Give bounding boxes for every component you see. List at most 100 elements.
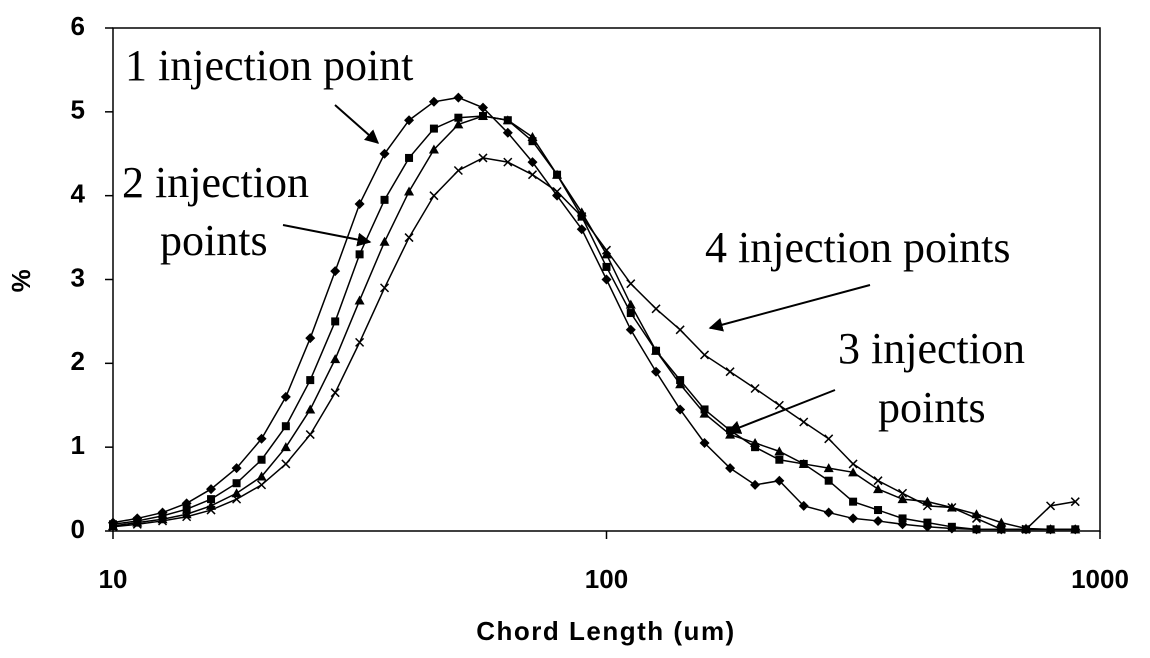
annotation-arrows	[282, 104, 871, 434]
point	[675, 325, 685, 335]
point	[923, 518, 932, 527]
point	[355, 337, 365, 347]
point	[132, 519, 142, 529]
point	[256, 471, 267, 481]
point	[354, 199, 365, 210]
point	[404, 233, 414, 243]
point	[453, 119, 464, 129]
point	[651, 304, 661, 314]
point	[281, 422, 290, 431]
point	[626, 309, 635, 318]
point	[625, 324, 636, 335]
y-tick-label: 0	[71, 514, 85, 544]
point	[552, 169, 563, 179]
point	[206, 484, 217, 495]
point	[898, 488, 908, 498]
point	[503, 157, 513, 167]
point	[699, 408, 710, 418]
point	[823, 507, 834, 518]
arrow	[726, 389, 836, 434]
point	[405, 153, 414, 162]
point	[232, 494, 242, 504]
annotation: 2 injection	[122, 158, 309, 207]
point	[280, 442, 291, 452]
x-tick-label: 1000	[1071, 564, 1129, 594]
point	[750, 479, 761, 490]
point	[380, 283, 390, 293]
point	[380, 195, 389, 204]
point	[502, 115, 513, 125]
point	[306, 376, 315, 385]
point	[528, 137, 537, 146]
point	[330, 388, 340, 398]
point	[750, 437, 761, 447]
point	[207, 495, 216, 504]
point	[577, 212, 587, 222]
point	[775, 455, 784, 464]
annotation: points	[878, 383, 986, 432]
y-tick-label: 4	[71, 179, 86, 209]
point	[774, 446, 785, 456]
point	[972, 525, 981, 534]
point	[625, 299, 636, 309]
series-line	[112, 115, 1076, 531]
point	[404, 186, 415, 196]
point	[1045, 524, 1056, 534]
point	[478, 153, 488, 163]
point	[206, 505, 216, 515]
point	[873, 476, 883, 486]
point	[898, 514, 907, 523]
x-tick-label: 100	[585, 564, 628, 594]
arrow	[708, 284, 871, 332]
point	[281, 459, 291, 469]
point	[182, 512, 192, 522]
point	[725, 429, 736, 439]
point	[257, 455, 266, 464]
arrow	[282, 224, 372, 247]
point	[453, 165, 463, 176]
point	[699, 437, 710, 448]
x-tick-label: 10	[99, 564, 128, 594]
point	[527, 170, 538, 180]
annotation: 1 injection point	[125, 41, 413, 90]
point	[751, 443, 760, 452]
y-tick-label: 5	[71, 95, 85, 125]
point	[108, 520, 118, 530]
point	[996, 517, 1007, 527]
point	[996, 524, 1006, 534]
point	[257, 480, 267, 490]
point	[355, 250, 364, 259]
point	[305, 333, 316, 344]
point	[601, 274, 612, 285]
annotation: points	[160, 216, 268, 265]
point	[527, 131, 538, 141]
point	[675, 379, 686, 389]
y-tick-label: 1	[71, 430, 85, 460]
y-tick-label: 2	[71, 346, 85, 376]
point	[232, 479, 241, 488]
point	[429, 124, 438, 133]
point	[502, 127, 513, 138]
point	[848, 467, 859, 477]
series-line	[112, 96, 1076, 531]
point	[725, 463, 736, 474]
point	[1046, 501, 1056, 511]
point	[1070, 497, 1080, 507]
point	[280, 391, 291, 402]
point	[182, 505, 191, 514]
annotation: 3 injection	[838, 324, 1025, 373]
point	[428, 144, 439, 154]
point	[330, 266, 341, 277]
point	[874, 506, 883, 515]
point	[798, 500, 809, 511]
point	[256, 433, 267, 444]
point	[453, 92, 464, 103]
point	[725, 367, 735, 377]
arrow	[334, 104, 380, 144]
point	[774, 400, 784, 410]
y-tick-label: 6	[71, 11, 85, 41]
point	[428, 96, 439, 107]
point	[158, 516, 168, 526]
point	[305, 430, 315, 440]
point	[231, 488, 242, 498]
